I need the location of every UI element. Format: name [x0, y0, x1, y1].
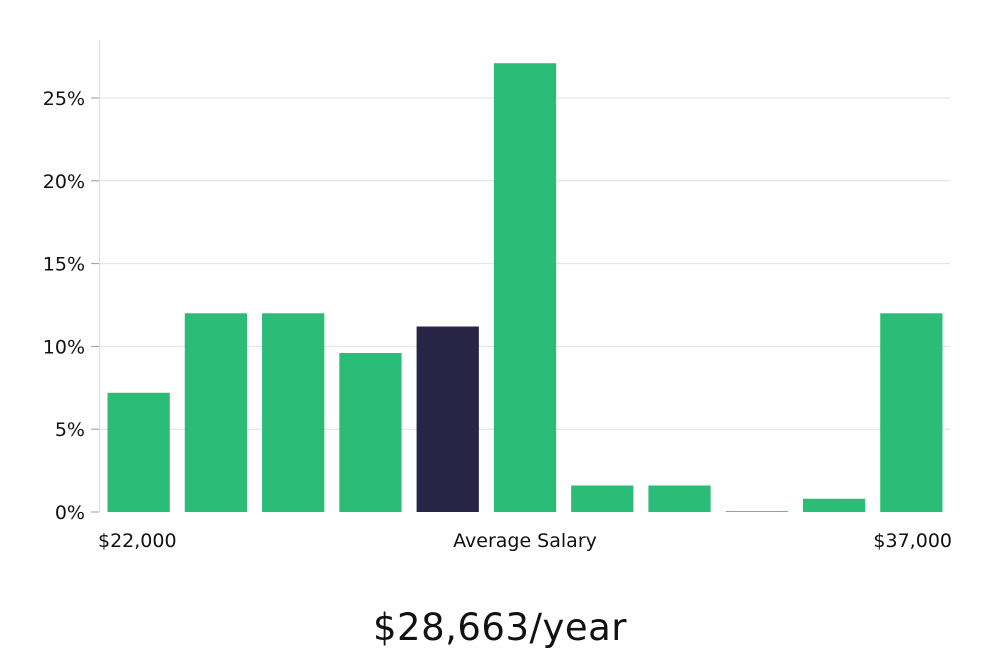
bar [262, 313, 325, 512]
y-tick-label: 10% [43, 336, 85, 358]
y-tick-label: 20% [43, 171, 85, 193]
x-label-center: Average Salary [453, 530, 597, 552]
y-tick-label: 15% [43, 254, 85, 276]
average-salary-value: $28,663/year [372, 606, 627, 649]
x-label-max: $37,000 [873, 530, 952, 552]
y-tick-label: 5% [55, 419, 85, 441]
bar [571, 485, 634, 512]
bar [648, 485, 711, 512]
bar [802, 498, 866, 512]
y-axis-ticks: 0% 5% 10% 15% 20% 25% [43, 88, 99, 524]
bar [725, 511, 788, 512]
bar [493, 63, 557, 512]
salary-distribution-chart: 0%5%10%15%20%25% $22,000 Average Salary … [43, 40, 952, 552]
bar [107, 392, 170, 512]
bar [339, 353, 402, 512]
bar-average-salary [416, 326, 479, 512]
x-label-min: $22,000 [98, 530, 177, 552]
y-tick-label: 25% [43, 88, 85, 110]
bars [107, 63, 943, 512]
bar [184, 313, 248, 512]
bar [880, 313, 943, 512]
y-tick-label: 0% [55, 502, 85, 524]
